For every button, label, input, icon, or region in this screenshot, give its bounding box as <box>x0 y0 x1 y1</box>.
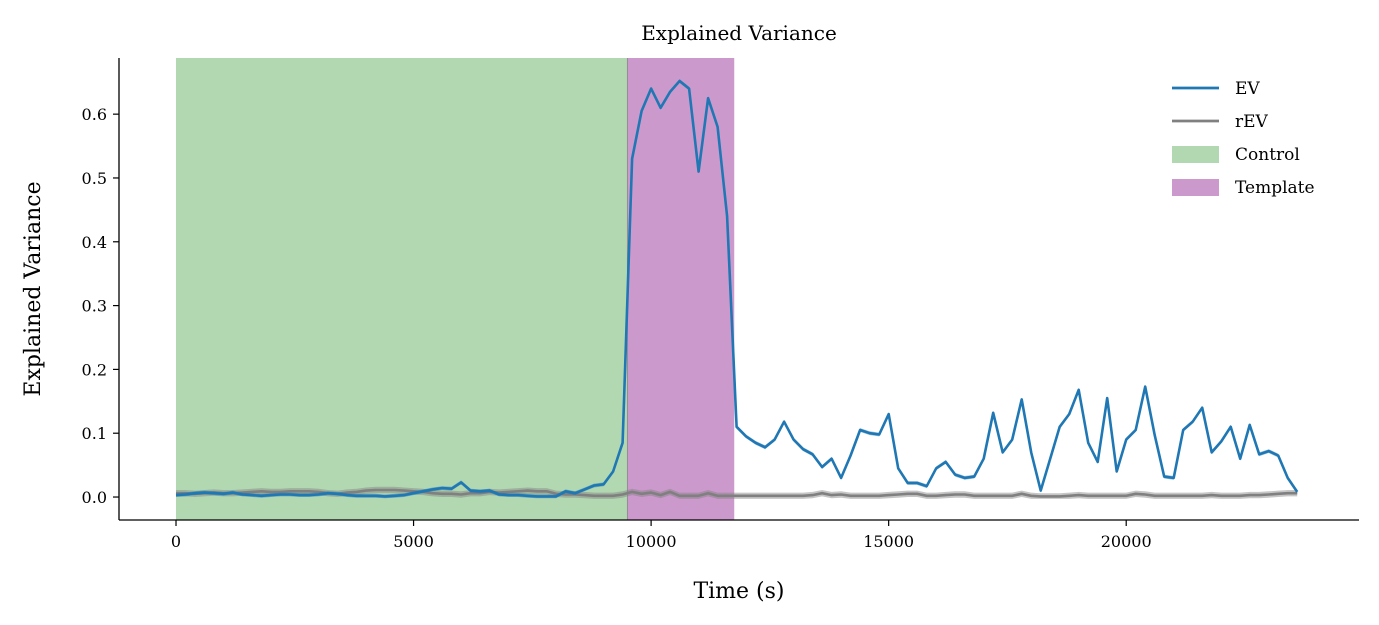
legend-label-template: Template <box>1235 178 1315 198</box>
legend-label-control: Control <box>1235 145 1300 165</box>
y-tick-label: 0.6 <box>82 105 107 124</box>
y-tick-label: 0.0 <box>82 488 107 507</box>
region-control <box>176 58 628 520</box>
y-tick-label: 0.1 <box>82 424 107 443</box>
y-tick-label: 0.5 <box>82 169 107 188</box>
series-line-ev <box>175 79 1299 498</box>
legend-label-ev: EV <box>1235 79 1260 99</box>
x-axis-label: Time (s) <box>693 579 784 604</box>
legend-swatch-control <box>1172 146 1219 163</box>
y-tick-label: 0.3 <box>82 297 107 316</box>
legend-swatch-template <box>1172 179 1219 196</box>
x-tick-label: 0 <box>171 532 181 551</box>
shaded-regions <box>176 58 735 520</box>
x-tick-label: 20000 <box>1101 532 1152 551</box>
chart-title: Explained Variance <box>641 21 837 45</box>
legend-label-rev: rEV <box>1235 112 1269 132</box>
y-tick-label: 0.2 <box>82 360 107 379</box>
series-lines <box>175 79 1299 499</box>
region-template <box>627 58 735 520</box>
series-line-rev <box>176 488 1298 498</box>
y-axis-label: Explained Variance <box>21 181 46 396</box>
axes: 0 5000 10000 15000 20000 0.0 0.1 0.2 0.3 0.4 0.5 0.… <box>82 58 1359 551</box>
legend: EV rEV Control Template <box>1172 79 1315 198</box>
x-tick-label: 5000 <box>393 532 434 551</box>
x-tick-label: 10000 <box>626 532 677 551</box>
y-tick-label: 0.4 <box>82 233 107 252</box>
x-tick-label: 15000 <box>863 532 914 551</box>
